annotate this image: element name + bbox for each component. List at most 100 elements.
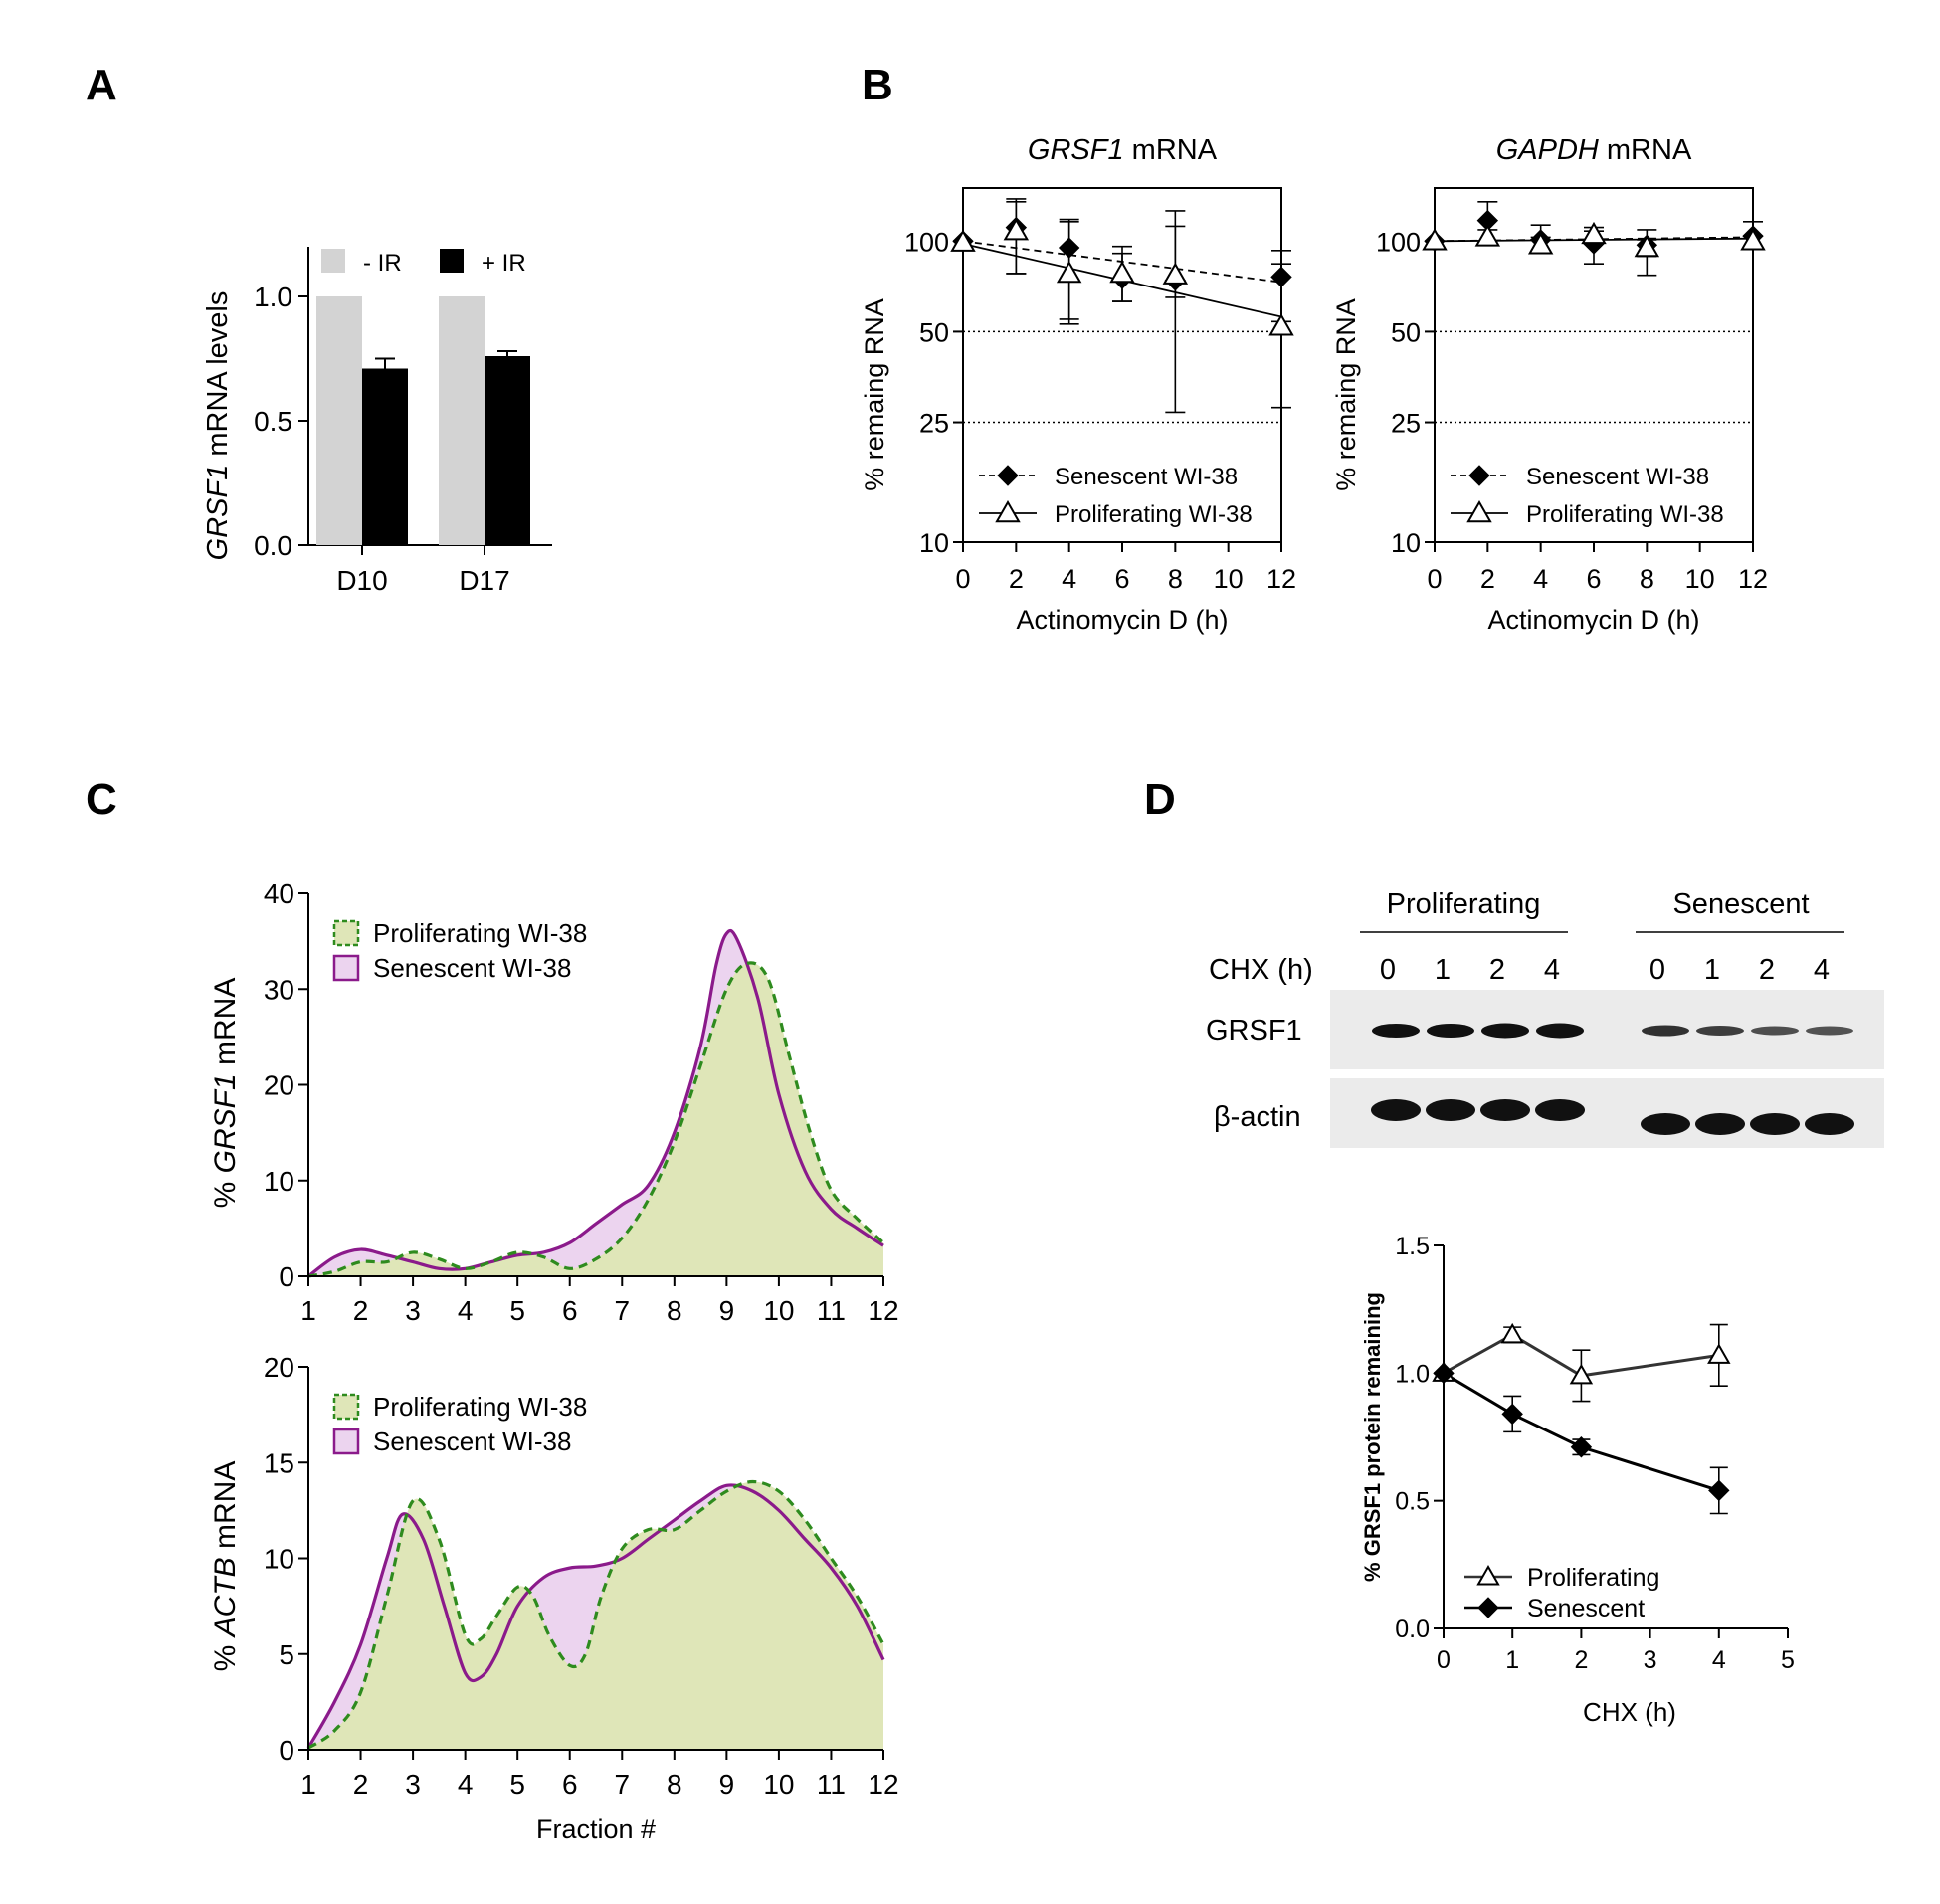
c-x-tick-label: 6 [562, 1769, 578, 1800]
d-marker-senescent [1501, 1403, 1523, 1426]
blot-timepoint-label: 1 [1704, 954, 1720, 986]
b-x-tick-label: 0 [955, 564, 970, 594]
b-x-tick-label: 12 [1738, 564, 1768, 594]
blot-timepoint-label: 2 [1489, 954, 1505, 986]
b-x-tick-label: 2 [1480, 564, 1495, 594]
b-legend-marker [995, 499, 1021, 523]
chart-d-protein-remaining: 0.0 0.5 1.0 1.5 0 1 2 3 4 5 CHX (h) % GRSF1 protein… [1360, 1233, 1795, 1727]
b-legend-marker [1468, 465, 1490, 486]
b-marker-proliferating [1527, 232, 1554, 255]
b-marker-proliferating [950, 229, 976, 252]
c-y-axis-label: % ACTB mRNA [209, 1461, 242, 1672]
blot-band-actin [1750, 1113, 1800, 1135]
b-x-tick-label: 6 [1586, 564, 1601, 594]
blot-band-actin [1426, 1099, 1475, 1121]
b-y-axis-label: % remaing RNA [860, 298, 889, 491]
a-legend-swatch [321, 249, 345, 273]
blot-band-grsf1 [1751, 1026, 1799, 1036]
c-legend-label: Senescent WI-38 [373, 1427, 571, 1456]
c-x-tick-label: 9 [719, 1295, 735, 1326]
blot-band-actin [1535, 1099, 1585, 1121]
b-title: GRSF1 mRNA [1028, 134, 1218, 166]
blot-band-actin [1371, 1099, 1421, 1121]
b-x-tick-label: 10 [1685, 564, 1715, 594]
c-series-line [307, 1479, 885, 1750]
c-area-fill [308, 962, 883, 1276]
b-marker-senescent [1058, 237, 1080, 259]
c-y-tick-label: 5 [279, 1639, 294, 1670]
d-series-line [1443, 1333, 1720, 1378]
c-series-line [307, 961, 885, 1278]
c-x-tick-label: 10 [763, 1769, 794, 1800]
c-series-line [307, 928, 884, 1278]
c-x-tick-label: 2 [353, 1769, 369, 1800]
panel-letter-b: B [862, 61, 893, 109]
d-marker-proliferating [1707, 1343, 1731, 1364]
c-x-tick-label: 3 [405, 1295, 421, 1326]
c-legend-swatch [332, 1428, 360, 1455]
b-marker-proliferating [1740, 228, 1766, 251]
c-legend-swatch [332, 1393, 360, 1421]
a-bar [439, 296, 485, 545]
c-y-tick-label: 0 [279, 1261, 294, 1292]
blot-group-proliferating: Proliferating [1387, 888, 1541, 920]
d-marker-senescent [1433, 1362, 1455, 1385]
d-x-axis-label: CHX (h) [1583, 1697, 1676, 1727]
b-marker-proliferating [1634, 235, 1660, 258]
c-x-tick-label: 3 [405, 1769, 421, 1800]
d-y-tick-label: 1.0 [1395, 1360, 1430, 1388]
c-x-tick-label: 9 [719, 1769, 735, 1800]
b-y-tick-label: 100 [1376, 227, 1421, 257]
a-y-axis-label: GRSF1 mRNA levels [202, 291, 234, 561]
c-x-axis-label: Fraction # [536, 1814, 656, 1844]
d-y-tick-label: 0.0 [1395, 1616, 1430, 1643]
chart-b-gapdh-decay: GAPDH mRNA 10 25 50 100 0 2 4 6 8 10 12 Actinomycin … [1331, 134, 1768, 635]
c-y-tick-label: 20 [264, 1070, 294, 1101]
d-x-tick-label: 5 [1781, 1646, 1795, 1674]
b-x-tick-label: 8 [1168, 564, 1183, 594]
a-bar [362, 368, 408, 545]
blot-band-grsf1 [1696, 1026, 1744, 1036]
d-y-tick-label: 1.5 [1395, 1233, 1430, 1260]
d-marker-proliferating [1569, 1363, 1594, 1385]
blot-row-grsf1: GRSF1 [1206, 1015, 1302, 1047]
c-x-tick-label: 1 [300, 1769, 316, 1800]
b-y-axis-label: % remaing RNA [1331, 298, 1361, 491]
blot-chx-label: CHX (h) [1209, 954, 1313, 986]
c-x-tick-label: 6 [562, 1295, 578, 1326]
c-legend-label: Proliferating WI-38 [373, 1392, 587, 1422]
d-marker-senescent [1570, 1436, 1593, 1458]
a-legend-label: - IR [363, 250, 402, 277]
b-y-tick-label: 25 [919, 409, 949, 439]
c-legend-swatch [332, 954, 360, 982]
c-x-tick-label: 1 [300, 1295, 316, 1326]
b-y-tick-label: 10 [919, 528, 949, 558]
blot-band-grsf1 [1536, 1023, 1584, 1039]
chart-b-grsf1-decay: GRSF1 mRNA 10 25 50 100 0 2 4 6 8 10 12 Actinomycin … [860, 134, 1296, 635]
blot-row-actin: β-actin [1214, 1101, 1301, 1133]
c-legend-label: Proliferating WI-38 [373, 918, 587, 948]
blot-timepoint-label: 0 [1649, 954, 1665, 986]
blot-band-grsf1 [1481, 1023, 1529, 1039]
b-y-tick-label: 10 [1391, 528, 1421, 558]
blot-band-grsf1 [1806, 1026, 1853, 1036]
d-marker-proliferating [1500, 1322, 1524, 1344]
c-y-tick-label: 0 [279, 1735, 294, 1766]
blot-timepoint-label: 1 [1435, 954, 1451, 986]
b-marker-proliferating [1003, 218, 1030, 241]
b-x-tick-label: 8 [1640, 564, 1654, 594]
b-x-tick-label: 10 [1214, 564, 1244, 594]
c-x-tick-label: 5 [509, 1295, 525, 1326]
b-x-tick-label: 4 [1533, 564, 1548, 594]
b-x-axis-label: Actinomycin D (h) [1487, 605, 1699, 635]
c-legend-swatch [332, 919, 360, 947]
d-legend-label: Senescent [1527, 1595, 1645, 1622]
d-x-tick-label: 3 [1644, 1646, 1657, 1674]
c-x-tick-label: 11 [817, 1769, 846, 1800]
blot-band-actin [1641, 1113, 1690, 1135]
blot-strip-actin [1330, 1078, 1884, 1148]
blot-timepoint-label: 4 [1814, 954, 1830, 986]
b-marker-proliferating [1162, 262, 1189, 285]
